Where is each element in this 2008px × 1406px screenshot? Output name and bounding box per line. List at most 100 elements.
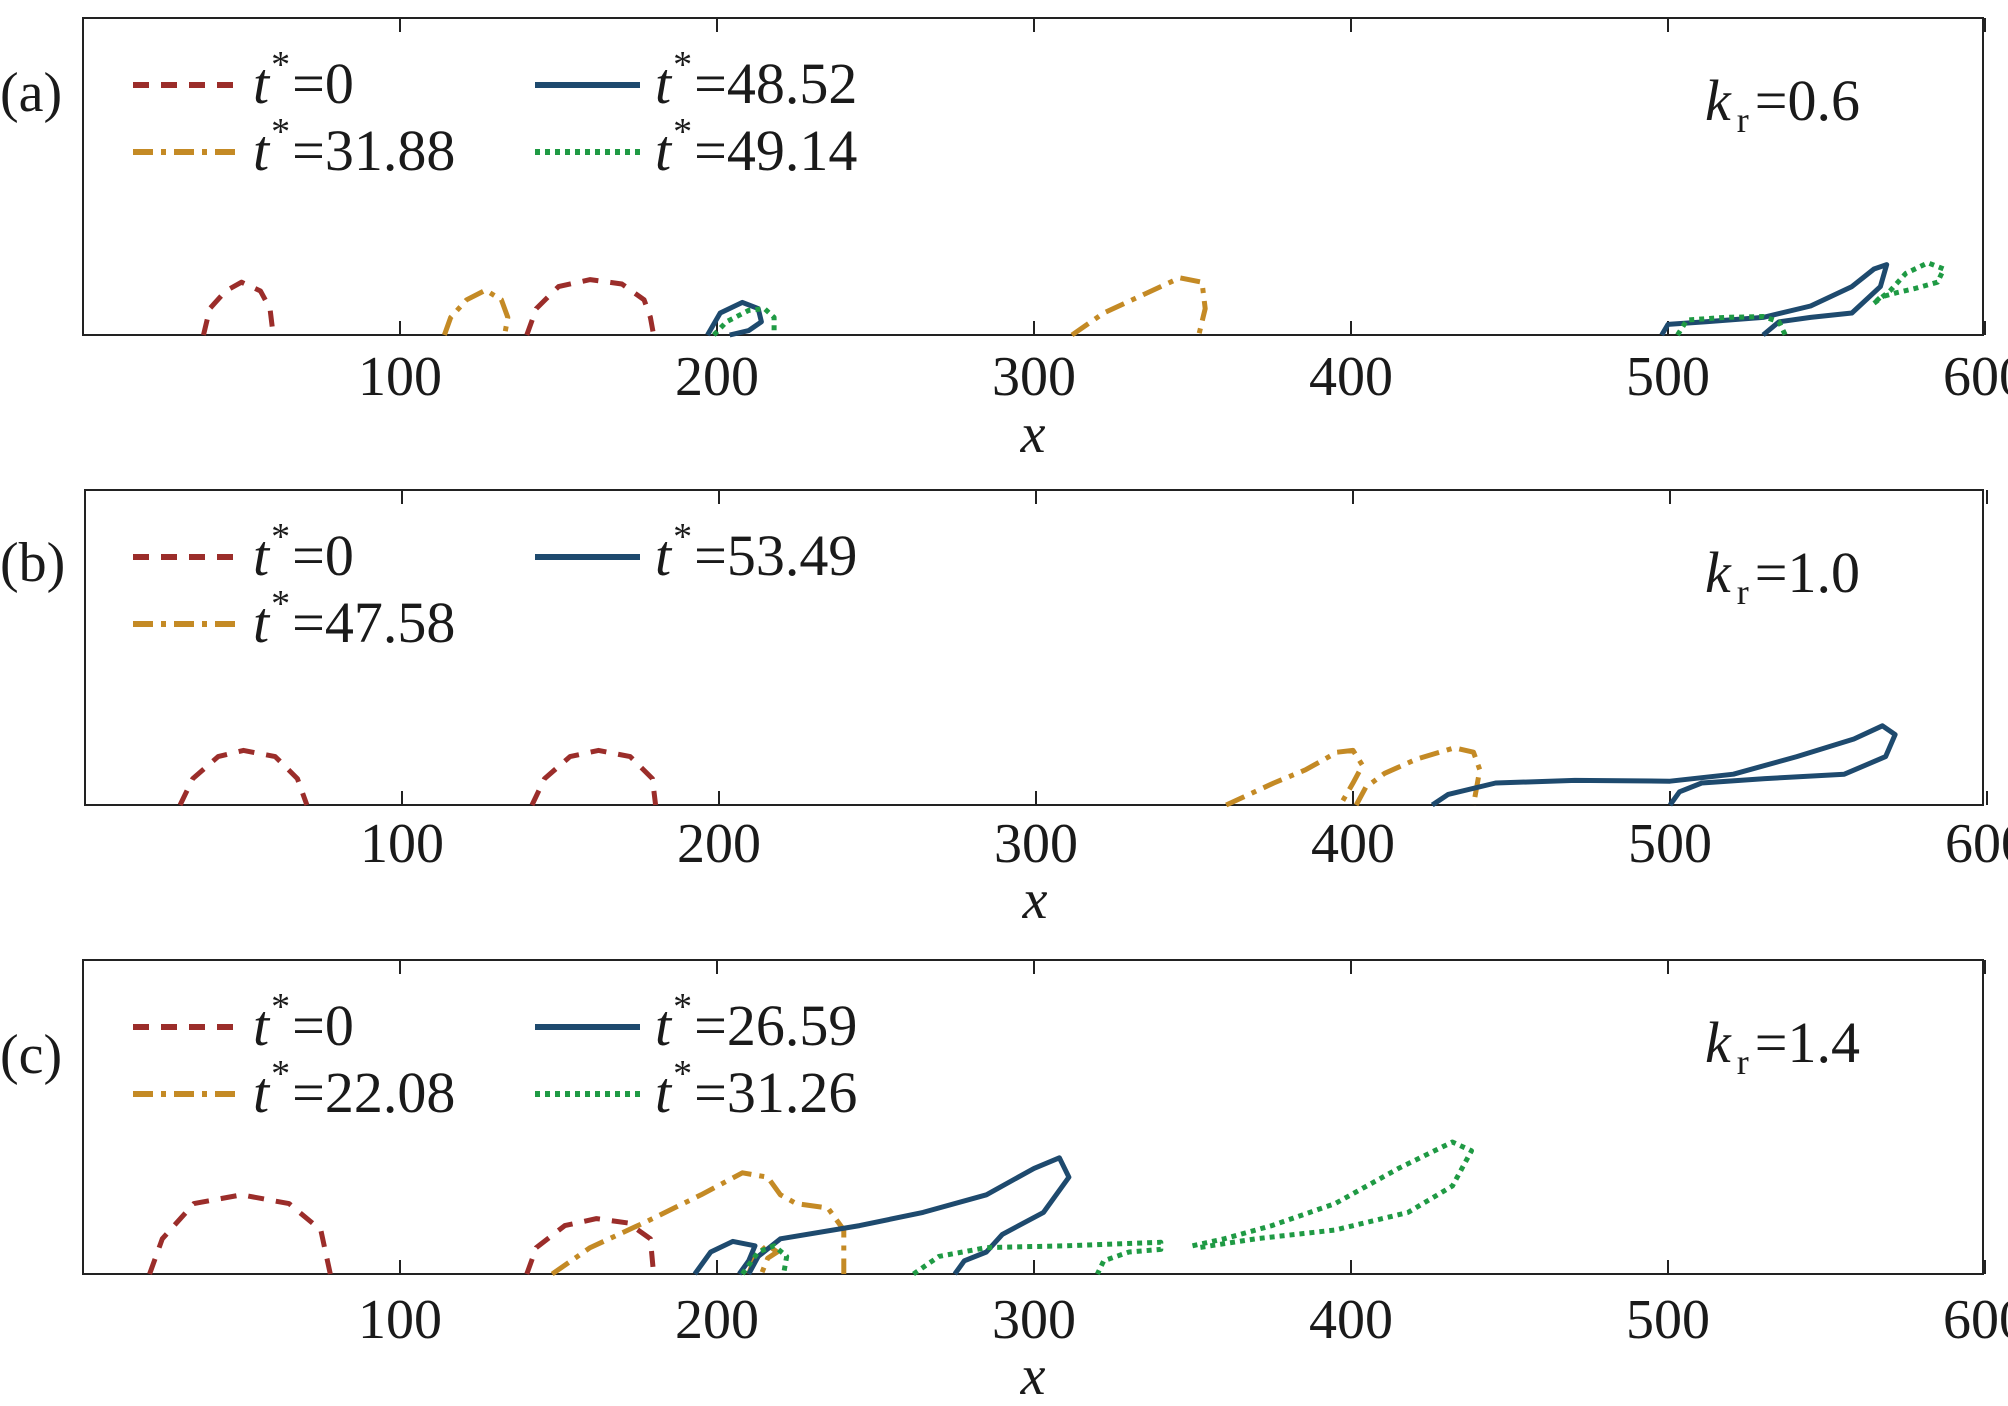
series-curve	[147, 1192, 333, 1275]
kr-value: =1.4	[1755, 1010, 1860, 1075]
panel-2: 100200300400500600x(c)kr=1.4t*=0t*=22.08…	[0, 959, 2008, 1406]
x-tick-label: 100	[358, 346, 442, 408]
axes-frame	[84, 489, 1984, 806]
legend-label: t*=48.52	[655, 44, 857, 116]
legend-label: t*=31.26	[655, 1053, 857, 1125]
legend-value: =31.26	[694, 1060, 857, 1125]
legend-value: =31.88	[292, 118, 455, 183]
legend-symbol: t	[655, 118, 673, 183]
x-tick-label: 300	[992, 346, 1076, 408]
x-axis-label: x	[1020, 1345, 1046, 1406]
series-curve	[550, 1170, 847, 1277]
legend-value: =0	[292, 993, 354, 1058]
series-curve	[442, 287, 511, 336]
x-tick-label: 600	[1943, 1289, 2008, 1351]
kr-symbol: k	[1705, 68, 1732, 133]
series-curve	[746, 1155, 1072, 1276]
series-curve	[1659, 262, 1890, 337]
legend-superscript: *	[673, 516, 692, 558]
legend-superscript: *	[673, 1053, 692, 1095]
x-tick-label: 600	[1945, 813, 2008, 875]
legend-superscript: *	[271, 1053, 290, 1095]
x-tick-label: 100	[358, 1289, 442, 1351]
x-tick-label: 300	[992, 1289, 1076, 1351]
legend-value: =22.08	[292, 1060, 455, 1125]
x-tick-label: 200	[677, 813, 761, 875]
x-tick-label: 400	[1311, 813, 1395, 875]
x-tick-label: 400	[1309, 1289, 1393, 1351]
legend-label: t*=49.14	[655, 111, 857, 183]
legend-entry: t*=0	[133, 516, 354, 588]
panel-label: (c)	[0, 1024, 62, 1086]
series-curve	[711, 306, 777, 337]
legend-symbol: t	[253, 993, 271, 1058]
legend-symbol: t	[655, 523, 673, 588]
legend-label: t*=0	[253, 44, 354, 116]
legend-superscript: *	[673, 111, 692, 153]
legend-value: =53.49	[694, 523, 857, 588]
legend-label: t*=47.58	[253, 583, 455, 655]
series-curve	[1070, 275, 1208, 338]
legend-superscript: *	[673, 986, 692, 1028]
kr-value: =1.0	[1755, 540, 1860, 605]
legend-entry: t*=53.49	[535, 516, 857, 588]
x-tick-label: 600	[1943, 346, 2008, 408]
legend-value: =0	[292, 523, 354, 588]
legend-superscript: *	[271, 583, 290, 625]
legend-label: t*=26.59	[655, 986, 857, 1058]
series-curve	[201, 279, 276, 336]
panel-label: (b)	[0, 532, 65, 594]
legend-superscript: *	[271, 44, 290, 86]
kr-annotation: k r =0.6	[1705, 68, 1860, 140]
series-curve	[177, 747, 310, 807]
x-tick-label: 100	[360, 813, 444, 875]
series-curve	[1675, 314, 1788, 337]
series-curve	[524, 1216, 657, 1275]
panel-0: 100200300400500600x(a)kr=0.6t*=0t*=31.88…	[0, 17, 2008, 465]
legend-value: =47.58	[292, 590, 455, 655]
kr-subscript: r	[1737, 1042, 1749, 1082]
legend-symbol: t	[655, 1060, 673, 1125]
x-tick-label: 500	[1626, 1289, 1710, 1351]
x-tick-label: 500	[1628, 813, 1712, 875]
kr-subscript: r	[1737, 572, 1749, 612]
kr-annotation: k r =1.4	[1705, 1010, 1860, 1082]
legend-superscript: *	[271, 986, 290, 1028]
legend-symbol: t	[655, 51, 673, 116]
legend-label: t*=0	[253, 516, 354, 588]
legend-entry: t*=31.88	[133, 111, 455, 183]
legend-entry: t*=47.58	[133, 583, 455, 655]
series-curve	[1872, 260, 1947, 306]
series-curve	[740, 1243, 790, 1276]
legend-symbol: t	[253, 1060, 271, 1125]
legend-superscript: *	[271, 111, 290, 153]
x-axis-label: x	[1020, 403, 1046, 465]
panel-1: 100200300400500600x(b)kr=1.0t*=0t*=47.58…	[0, 489, 2008, 931]
legend-entry: t*=26.59	[535, 986, 857, 1058]
series-curve	[1354, 745, 1483, 807]
legend-value: =0	[292, 51, 354, 116]
panel-label: (a)	[0, 62, 62, 124]
legend-symbol: t	[253, 118, 271, 183]
legend-superscript: *	[271, 516, 290, 558]
legend-symbol: t	[253, 51, 271, 116]
x-tick-label: 300	[994, 813, 1078, 875]
x-tick-label: 400	[1309, 346, 1393, 408]
x-tick-label: 200	[675, 1289, 759, 1351]
kr-value: =0.6	[1755, 68, 1860, 133]
series-curve	[692, 1238, 758, 1276]
series-curve	[524, 277, 657, 336]
legend-label: t*=53.49	[655, 516, 857, 588]
legend-value: =26.59	[694, 993, 857, 1058]
legend-label: t*=0	[253, 986, 354, 1058]
legend-symbol: t	[253, 590, 271, 655]
series-curve	[1191, 1139, 1474, 1251]
series-curve	[1225, 747, 1365, 808]
legend-symbol: t	[253, 523, 271, 588]
legend-entry: t*=48.52	[535, 44, 857, 116]
legend-value: =49.14	[694, 118, 857, 183]
legend-entry: t*=49.14	[535, 111, 857, 183]
legend-superscript: *	[673, 44, 692, 86]
legend-entry: t*=31.26	[535, 1053, 857, 1125]
